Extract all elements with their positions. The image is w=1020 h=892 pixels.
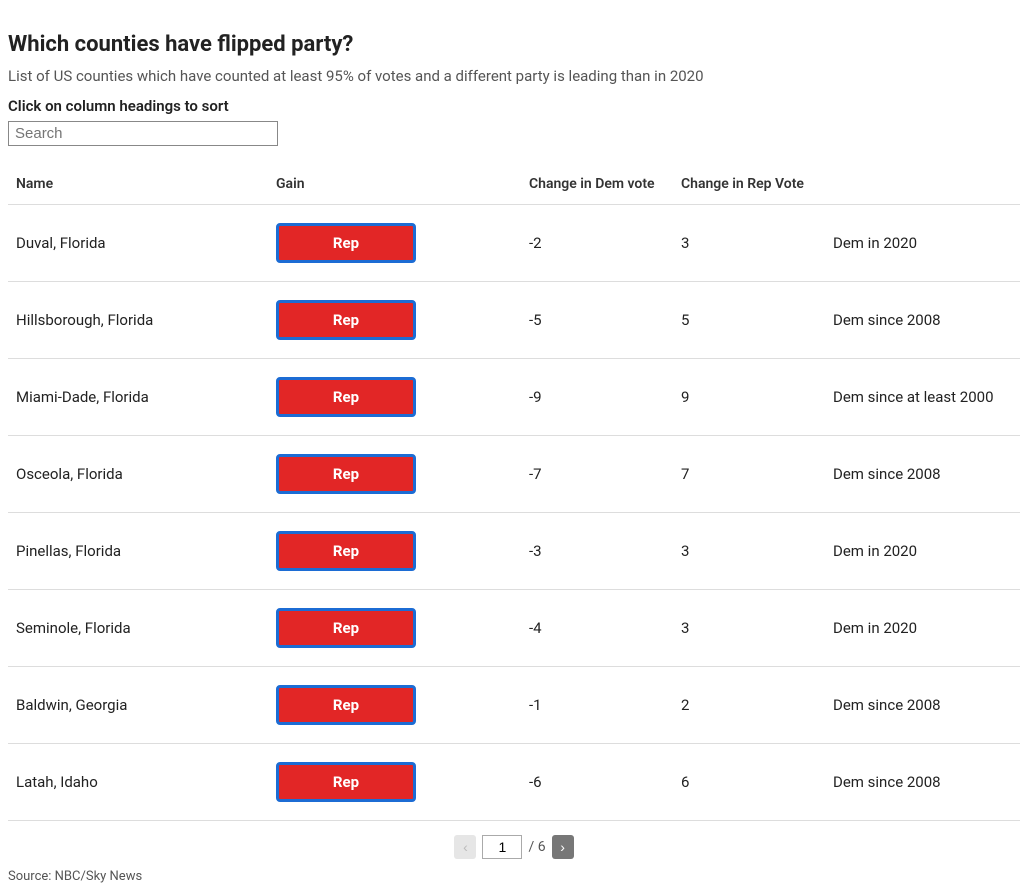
table-row: Osceola, FloridaRep -77Dem since 2008 <box>8 436 1020 513</box>
table-row: Pinellas, FloridaRep -33Dem in 2020 <box>8 513 1020 590</box>
page-total: / 6 <box>528 839 545 855</box>
cell-history: Dem in 2020 <box>825 590 1020 667</box>
cell-history: Dem since 2008 <box>825 282 1020 359</box>
cell-gain: Rep <box>268 205 521 282</box>
gain-badge: Rep <box>276 531 416 571</box>
cell-county-name: Seminole, Florida <box>8 590 268 667</box>
cell-gain: Rep <box>268 282 521 359</box>
cell-gain: Rep <box>268 667 521 744</box>
cell-dem-change: -1 <box>521 667 673 744</box>
cell-history: Dem in 2020 <box>825 513 1020 590</box>
cell-dem-change: -3 <box>521 513 673 590</box>
cell-rep-change: 6 <box>673 744 825 821</box>
pagination: ‹ / 6 › <box>8 835 1020 859</box>
table-row: Latah, IdahoRep -66Dem since 2008 <box>8 744 1020 821</box>
page-title: Which counties have flipped party? <box>8 32 1020 57</box>
cell-gain: Rep <box>268 590 521 667</box>
cell-rep-change: 3 <box>673 590 825 667</box>
cell-rep-change: 7 <box>673 436 825 513</box>
cell-county-name: Hillsborough, Florida <box>8 282 268 359</box>
gain-badge: Rep <box>276 300 416 340</box>
table-row: Seminole, FloridaRep -43Dem in 2020 <box>8 590 1020 667</box>
cell-county-name: Osceola, Florida <box>8 436 268 513</box>
cell-history: Dem since 2008 <box>825 744 1020 821</box>
cell-dem-change: -4 <box>521 590 673 667</box>
col-header-name[interactable]: Name <box>8 164 268 205</box>
cell-dem-change: -6 <box>521 744 673 821</box>
gain-badge: Rep <box>276 608 416 648</box>
gain-badge: Rep <box>276 454 416 494</box>
cell-dem-change: -9 <box>521 359 673 436</box>
search-input[interactable] <box>8 121 278 146</box>
cell-county-name: Baldwin, Georgia <box>8 667 268 744</box>
cell-gain: Rep <box>268 359 521 436</box>
cell-rep-change: 3 <box>673 513 825 590</box>
cell-rep-change: 3 <box>673 205 825 282</box>
gain-badge: Rep <box>276 377 416 417</box>
page-subtitle: List of US counties which have counted a… <box>8 67 1020 85</box>
prev-page-button[interactable]: ‹ <box>454 835 476 859</box>
table-row: Hillsborough, FloridaRep -55Dem since 200… <box>8 282 1020 359</box>
cell-rep-change: 2 <box>673 667 825 744</box>
sort-hint: Click on column headings to sort <box>8 97 1020 115</box>
next-page-button[interactable]: › <box>552 835 574 859</box>
col-header-rep-change[interactable]: Change in Rep Vote <box>673 164 825 205</box>
col-header-dem-change[interactable]: Change in Dem vote <box>521 164 673 205</box>
cell-dem-change: -5 <box>521 282 673 359</box>
cell-dem-change: -7 <box>521 436 673 513</box>
cell-history: Dem since at least 2000 <box>825 359 1020 436</box>
table-row: Baldwin, GeorgiaRep -12Dem since 2008 <box>8 667 1020 744</box>
cell-dem-change: -2 <box>521 205 673 282</box>
gain-badge: Rep <box>276 685 416 725</box>
gain-badge: Rep <box>276 223 416 263</box>
cell-history: Dem since 2008 <box>825 667 1020 744</box>
cell-rep-change: 9 <box>673 359 825 436</box>
cell-gain: Rep <box>268 744 521 821</box>
cell-county-name: Duval, Florida <box>8 205 268 282</box>
counties-table: Name Gain Change in Dem vote Change in R… <box>8 164 1020 821</box>
cell-gain: Rep <box>268 513 521 590</box>
cell-gain: Rep <box>268 436 521 513</box>
table-row: Miami-Dade, FloridaRep -99Dem since at le… <box>8 359 1020 436</box>
table-row: Duval, FloridaRep -23Dem in 2020 <box>8 205 1020 282</box>
cell-county-name: Pinellas, Florida <box>8 513 268 590</box>
cell-rep-change: 5 <box>673 282 825 359</box>
cell-history: Dem in 2020 <box>825 205 1020 282</box>
cell-county-name: Latah, Idaho <box>8 744 268 821</box>
col-header-gain[interactable]: Gain <box>268 164 521 205</box>
source-text: Source: NBC/Sky News <box>8 869 1020 884</box>
page-number-input[interactable] <box>482 835 522 859</box>
cell-history: Dem since 2008 <box>825 436 1020 513</box>
cell-county-name: Miami-Dade, Florida <box>8 359 268 436</box>
gain-badge: Rep <box>276 762 416 802</box>
col-header-history <box>825 164 1020 205</box>
